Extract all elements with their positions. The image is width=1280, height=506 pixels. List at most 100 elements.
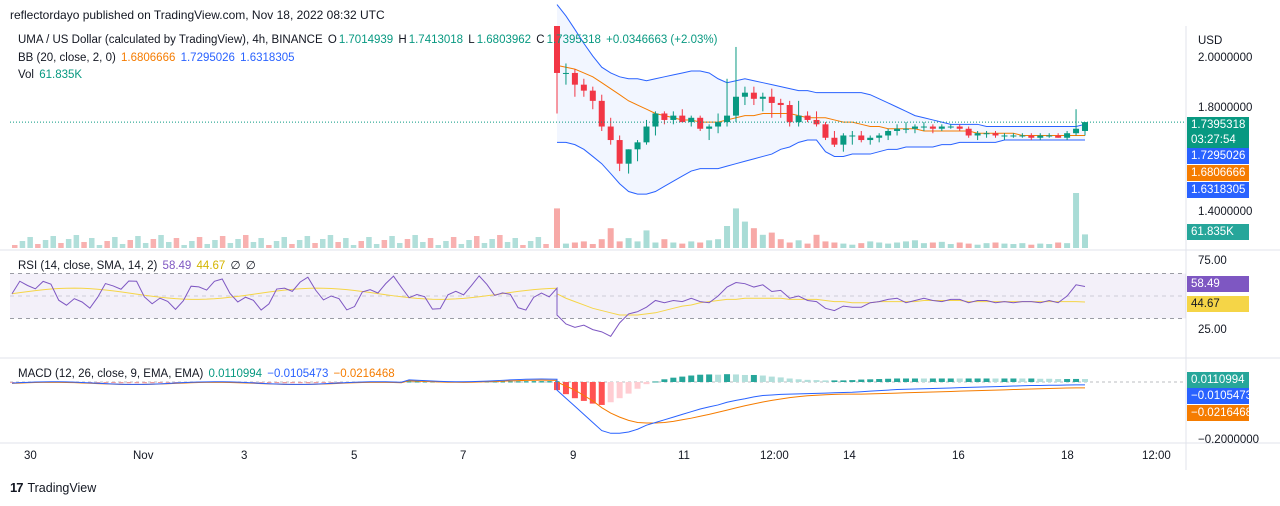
volume-bar: [580, 241, 587, 248]
volume-bar: [166, 242, 172, 248]
tradingview-logo-icon: 17: [10, 480, 24, 495]
volume-bar: [1028, 244, 1035, 248]
close-price-tag: 1.7395318: [1187, 117, 1249, 133]
volume-bar: [497, 235, 503, 248]
candle-body: [732, 96, 739, 116]
macd-hist-bar: [965, 378, 972, 382]
macd-hist-bar: [321, 382, 326, 384]
macd-hist-bar: [1055, 379, 1062, 382]
candle-body: [1073, 128, 1080, 134]
macd-hist-bar: [134, 382, 140, 384]
volume-bar: [947, 244, 954, 248]
macd-hist-bar: [885, 378, 892, 382]
volume-bar: [616, 241, 623, 248]
macd-title: MACD (12, 26, close, 9, EMA, EMA): [18, 368, 204, 380]
macd-hist-bar: [920, 378, 927, 382]
volume-bar: [158, 235, 164, 248]
macd-hist-bar: [679, 376, 686, 382]
volume-bar: [412, 235, 418, 248]
volume-bar: [435, 245, 441, 248]
macd-hist-bar: [10, 382, 15, 383]
volume-bar: [127, 240, 133, 248]
low-label: L: [468, 34, 475, 46]
rsi-empty-2: ∅: [245, 260, 256, 272]
macd-hist-bar: [329, 382, 334, 383]
volume-bar: [688, 241, 695, 248]
volume-bar: [150, 239, 157, 248]
volume-bar: [119, 244, 126, 248]
rsi-sma-value: 44.67: [196, 260, 226, 272]
candle-body: [947, 126, 954, 128]
macd-hist-bar: [849, 380, 856, 382]
macd-hist-bar: [1046, 378, 1053, 382]
macd-hist-bar: [634, 382, 641, 389]
volume-bar: [481, 243, 488, 248]
time-tick-label: 9: [570, 450, 577, 462]
bb-upper-tag: 1.7295026: [1187, 148, 1249, 164]
volume-bar: [543, 244, 549, 248]
macd-hist-bar: [290, 382, 295, 384]
price-tick: 2.0000000: [1198, 52, 1253, 64]
volume-bar: [876, 242, 883, 248]
candle-body: [679, 115, 686, 123]
candle-body: [750, 92, 757, 99]
symbol-title[interactable]: UMA / US Dollar (calculated by TradingVi…: [18, 34, 323, 46]
bb-legend[interactable]: BB (20, close, 2, 0) 1.6806666 1.7295026…: [18, 52, 297, 64]
volume-bar: [858, 243, 865, 248]
macd-hist-bar: [706, 374, 713, 382]
volume-bar: [250, 242, 257, 248]
macd-hist-bar: [589, 382, 596, 404]
volume-bar: [983, 243, 990, 248]
candle-body: [1019, 135, 1026, 137]
volume-bar: [724, 226, 731, 248]
volume-bar: [243, 235, 249, 248]
vol-legend[interactable]: Vol 61.835K: [18, 69, 84, 81]
macd-hist-bar: [759, 375, 766, 382]
macd-hist-bar: [523, 381, 529, 383]
volume-bar: [112, 237, 118, 248]
candle-body: [804, 115, 811, 120]
bb-lower-tag: 1.6318305: [1187, 182, 1249, 198]
volume-bar: [458, 244, 465, 248]
macd-hist-bar: [1073, 378, 1080, 382]
candle-body: [858, 135, 865, 141]
time-tick-label: Nov: [133, 450, 154, 462]
macd-hist-bar: [111, 382, 116, 384]
volume-bar: [903, 241, 910, 248]
macd-hist-bar: [804, 379, 811, 382]
candle-body: [974, 133, 981, 136]
macd-hist-bar: [103, 382, 108, 384]
macd-legend[interactable]: MACD (12, 26, close, 9, EMA, EMA) 0.0110…: [18, 368, 397, 380]
macd-signal-value: −0.0216468: [333, 368, 395, 380]
volume-bar: [327, 235, 334, 248]
bb-basis-value: 1.6806666: [121, 52, 176, 64]
candle-body: [894, 128, 901, 131]
macd-hist-bar: [947, 378, 954, 382]
macd-hist-bar: [661, 379, 668, 382]
volume-bar: [474, 236, 480, 248]
volume-bar: [822, 241, 829, 248]
macd-hist-bar: [150, 382, 155, 384]
rsi-legend[interactable]: RSI (14, close, SMA, 14, 2) 58.49 44.67 …: [18, 258, 258, 272]
volume-bar: [350, 245, 357, 248]
macd-hist-bar: [500, 381, 505, 383]
rsi-line: [11, 275, 1086, 337]
volume-bar: [938, 241, 945, 248]
candle-body: [983, 133, 990, 135]
volume-bar: [598, 239, 605, 248]
macd-hist-bar: [547, 381, 552, 383]
macd-line: [11, 378, 1086, 434]
footer-brand[interactable]: 17 TradingView: [10, 480, 96, 495]
macd-hist-bar: [407, 381, 412, 383]
candle-body: [697, 117, 704, 129]
open-value: 1.7014939: [338, 34, 394, 46]
candle-body: [661, 113, 668, 120]
macd-hist-bar: [876, 379, 883, 382]
volume-bar: [312, 243, 318, 248]
volume-bar: [1064, 243, 1071, 248]
volume-bar: [974, 244, 981, 248]
bb-upper-value: 1.7295026: [180, 52, 235, 64]
volume-bar: [142, 243, 149, 248]
